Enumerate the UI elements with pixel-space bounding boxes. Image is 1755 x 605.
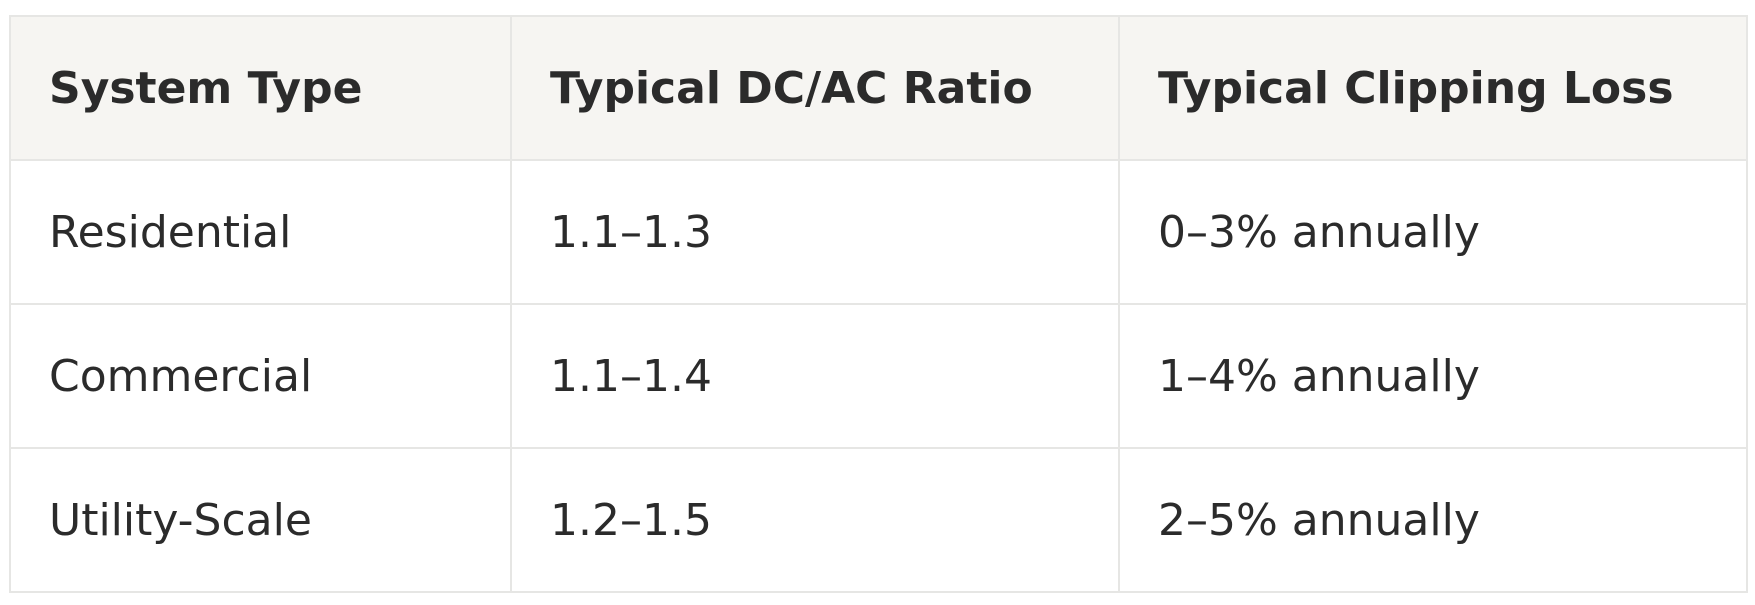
table-cell: Utility-Scale xyxy=(9,447,512,593)
table-cell: 2–5% annually xyxy=(1118,447,1748,593)
table-row: Residential 1.1–1.3 0–3% annually xyxy=(9,159,1748,305)
table-cell: 1–4% annually xyxy=(1118,303,1748,449)
table-cell: Residential xyxy=(9,159,512,305)
table-body: Residential 1.1–1.3 0–3% annually Commercia… xyxy=(9,159,1748,593)
table-cell: 1.2–1.5 xyxy=(510,447,1120,593)
table-cell: Commercial xyxy=(9,303,512,449)
header-cell: System Type xyxy=(9,15,512,161)
header-cell: Typical Clipping Loss xyxy=(1118,15,1748,161)
table-cell: 0–3% annually xyxy=(1118,159,1748,305)
table-row: Utility-Scale 1.2–1.5 2–5% annually xyxy=(9,447,1748,593)
table-row: Commercial 1.1–1.4 1–4% annually xyxy=(9,303,1748,449)
header-row: System Type Typical DC/AC Ratio Typical … xyxy=(9,15,1748,161)
data-table: System Type Typical DC/AC Ratio Typical … xyxy=(9,15,1748,593)
table-cell: 1.1–1.4 xyxy=(510,303,1120,449)
table-cell: 1.1–1.3 xyxy=(510,159,1120,305)
header-cell: Typical DC/AC Ratio xyxy=(510,15,1120,161)
